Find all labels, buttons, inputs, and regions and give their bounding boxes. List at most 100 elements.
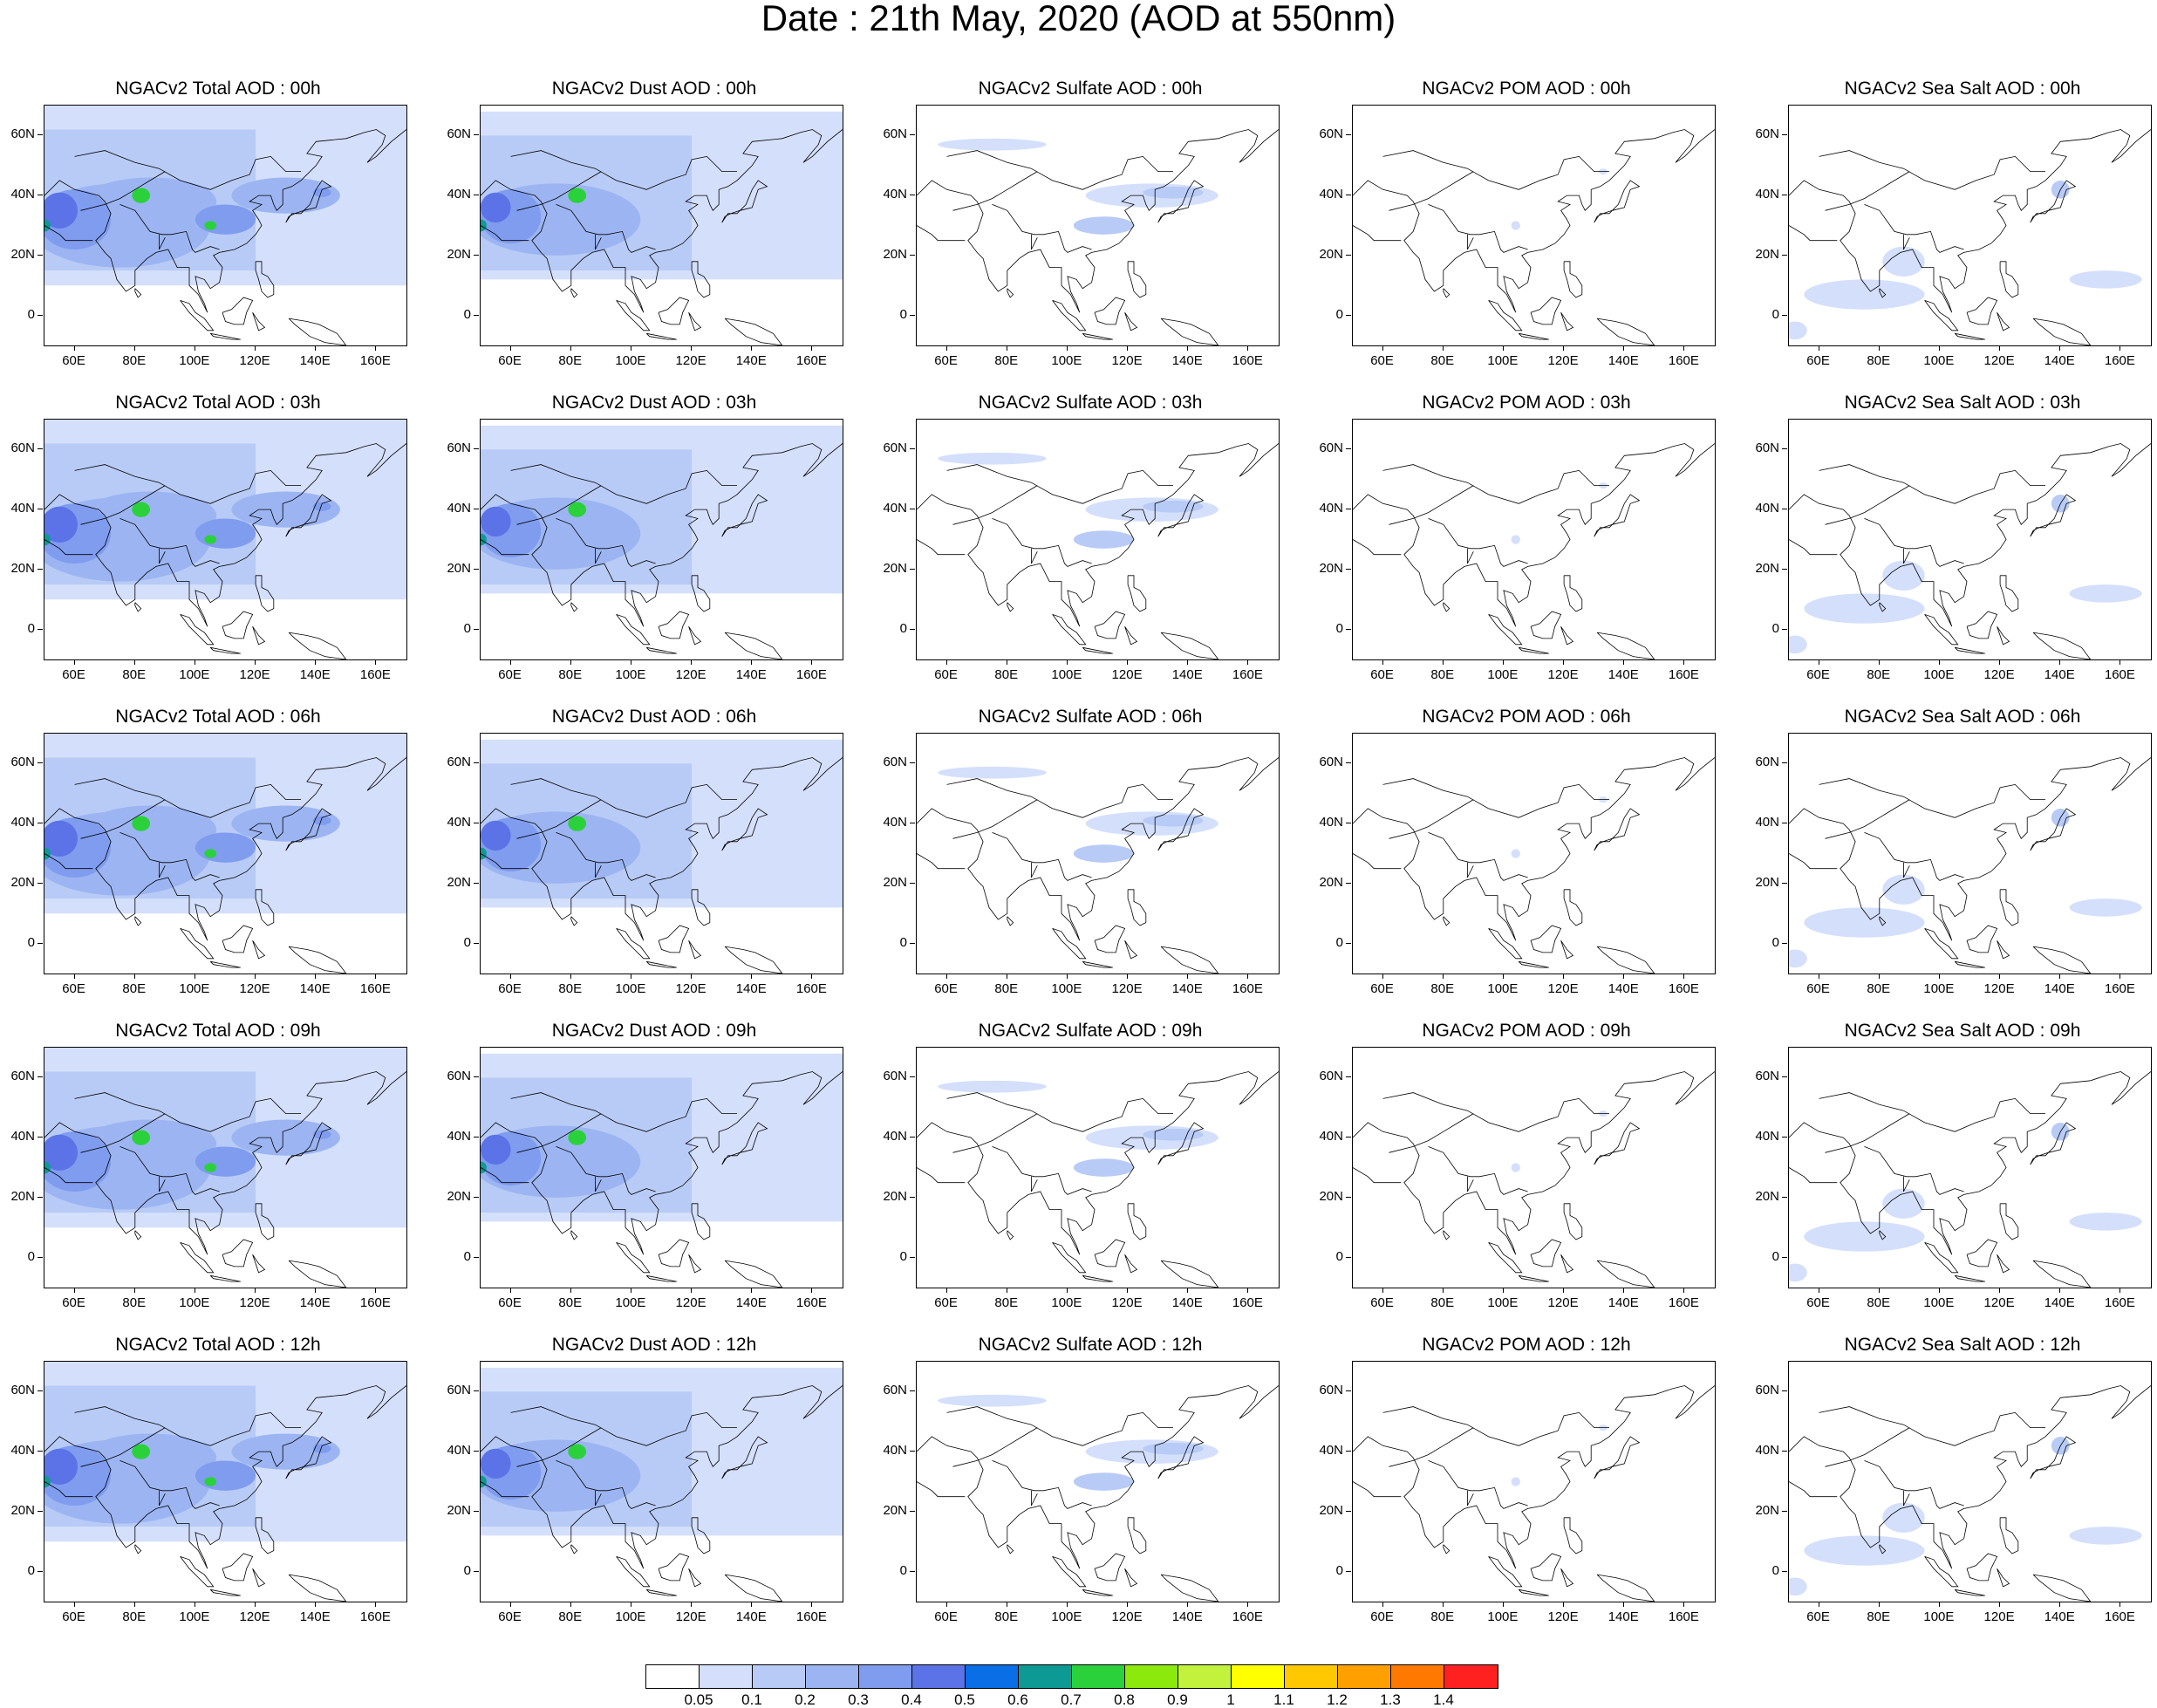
lon-label: 120E [1983,981,2015,996]
panel-title: NGACv2 Sea Salt AOD : 06h [1844,707,2081,727]
lon-label: 160E [1232,981,1263,996]
lat-label: 60N [1755,1069,1779,1084]
lon-tick [2059,974,2061,979]
lat-tick [1346,882,1351,884]
coastline [288,1574,347,1602]
lon-tick [1563,1602,1565,1607]
lon-tick [1247,1602,1249,1607]
lon-label: 100E [1051,1609,1082,1624]
lon-label: 60E [1370,1295,1394,1310]
colorbar-swatch [966,1665,1019,1688]
lon-tick [1066,659,1068,665]
lon-tick [1127,1602,1129,1607]
coastline [481,129,843,313]
aod-map-svg [44,1048,406,1288]
lat-label: 20N [10,874,35,890]
map-panel: NGACv2 Total AOD : 00h 60N 40N 20N 0 60E 80E 10… [0,79,436,393]
lat-label: 40N [10,1129,35,1144]
colorbar-swatch [912,1665,966,1688]
aod-shading [568,1130,587,1145]
lon-label: 100E [1487,667,1519,682]
coastline [1954,332,1985,340]
map-panel: NGACv2 Sea Salt AOD : 06h 60N 40N 20N 0 60E 80… [1744,707,2157,1021]
lat-label: 20N [10,246,35,262]
lat-label: 60N [10,755,35,770]
lat-tick [38,1451,43,1452]
map-plot-area [480,419,843,660]
aod-shading [568,1444,587,1459]
lon-tick [1999,1288,2001,1293]
lon-tick [1127,1288,1129,1293]
coastline [724,632,783,659]
lon-label: 80E [122,667,147,682]
coastline [1954,646,1985,654]
coastline [288,632,347,659]
lon-label: 160E [359,1295,391,1310]
coastline [1094,611,1126,639]
lon-label: 120E [1111,981,1143,996]
lon-tick [509,1288,511,1293]
lon-label: 140E [299,981,331,996]
lat-label: 20N [447,1188,471,1204]
coastline [74,1092,301,1132]
coastline [1030,862,1038,878]
coastline [1560,1568,1574,1588]
coastline [946,150,1173,190]
coastline [724,318,783,345]
lon-label: 160E [1232,353,1263,368]
coastline [209,646,241,654]
lon-label: 140E [1608,667,1639,682]
lon-label: 120E [675,1295,706,1310]
map-panel: NGACv2 Sulfate AOD : 06h 60N 40N 20N 0 60E 80E… [872,707,1308,1021]
colorbar-label: 0.2 [795,1691,816,1708]
coastline [594,1176,602,1192]
lat-tick [1782,568,1787,570]
coastline [992,1146,1092,1195]
lat-tick [38,1076,43,1078]
map-plot-area [1352,1361,1716,1602]
coastline [1160,1260,1219,1288]
coastline [481,757,843,941]
panel-title: NGACv2 Total AOD : 00h [115,79,321,99]
aod-shading [204,221,217,230]
lon-tick [811,345,813,351]
lat-label: 0 [899,306,907,322]
aod-shading [1882,1188,1925,1219]
coastline [222,611,254,639]
coastline [691,575,711,612]
coastline [721,494,768,537]
coastline [616,1242,651,1274]
lat-tick [38,568,43,570]
coastline [1864,204,1964,253]
coastline [1428,1146,1528,1195]
lat-tick [1782,1137,1787,1138]
coastline [658,1239,690,1267]
lon-tick [1247,974,1249,979]
lon-tick [1999,659,2001,665]
lat-tick [910,1196,915,1198]
lon-label: 100E [1051,353,1082,368]
lon-tick [509,659,511,665]
lat-label: 0 [1335,1562,1343,1578]
coastline [1594,494,1641,537]
colorbar-swatch [700,1665,753,1688]
colorbar-swatch [646,1665,700,1688]
aod-map-svg [1353,757,1715,974]
lat-label: 0 [1771,620,1779,636]
lon-tick [1683,1288,1685,1293]
lat-label: 20N [10,1502,35,1518]
lon-tick [691,659,693,665]
lat-label: 20N [883,246,907,262]
coastline [691,1203,711,1240]
map-plot-area [1352,419,1716,660]
coastline [481,443,843,627]
coastline [1596,1260,1655,1288]
lon-tick [255,974,256,979]
lon-label: 160E [795,667,827,682]
lon-tick [1563,345,1565,351]
map-panel: NGACv2 Sea Salt AOD : 09h 60N 40N 20N 0 60E 80… [1744,1021,2157,1335]
lon-label: 60E [934,667,958,682]
lon-tick [1623,1288,1625,1293]
lat-tick [38,314,43,316]
coastline [481,1071,843,1255]
